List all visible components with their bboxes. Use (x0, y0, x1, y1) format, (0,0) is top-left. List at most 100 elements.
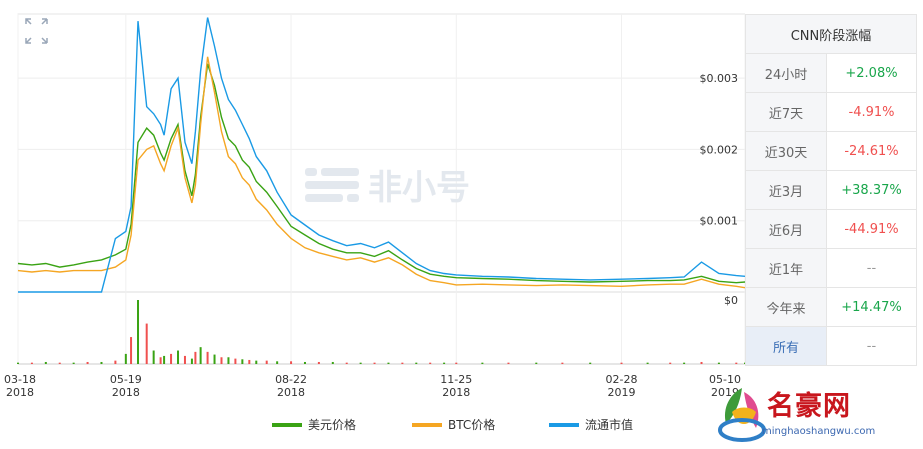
volume-bar (646, 362, 649, 364)
series-line-美元价格 (17, 63, 745, 284)
x-tick-year: 2018 (442, 386, 470, 399)
volume-bar (669, 362, 672, 364)
stats-table: CNN阶段涨幅 24小时 +2.08% 近7天 -4.91% 近30天 -24.61% 近3… (745, 14, 917, 366)
volume-bar (199, 347, 202, 364)
volume-bar (345, 362, 348, 364)
stats-row[interactable]: 所有 -- (745, 326, 917, 366)
volume-bar (100, 361, 103, 364)
volume-bar (620, 362, 623, 364)
volume-bar (443, 362, 446, 364)
volume-bar (481, 362, 484, 364)
volume-bar (86, 361, 89, 364)
stats-period-label[interactable]: 近7天 (745, 92, 827, 132)
volume-bar (58, 362, 61, 364)
volume-bar (159, 357, 162, 364)
legend-label: BTC价格 (448, 417, 495, 432)
legend-swatch (412, 423, 442, 427)
stats-period-label[interactable]: 近30天 (745, 131, 827, 171)
volume-bar (455, 362, 458, 364)
volume-bar (387, 362, 390, 364)
legend-item[interactable]: BTC价格 (412, 417, 495, 432)
volume-bar (152, 350, 155, 364)
stats-period-label[interactable]: 所有 (745, 326, 827, 366)
stats-change-value: -24.61% (826, 131, 917, 171)
x-tick-label: 03-18 (4, 373, 36, 386)
stats-period-label[interactable]: 24小时 (745, 53, 827, 93)
volume-bar (194, 351, 197, 364)
x-tick-year: 2019 (711, 386, 739, 399)
stats-row[interactable]: 近30天 -24.61% (745, 131, 917, 171)
volume-bar (700, 361, 703, 364)
volume-bar (241, 359, 244, 364)
stats-row[interactable]: 24小时 +2.08% (745, 53, 917, 93)
stats-period-label[interactable]: 今年来 (745, 287, 827, 327)
stats-change-value: -- (826, 248, 917, 288)
volume-bar (717, 362, 720, 364)
volume-bar (227, 357, 230, 364)
volume-bar (206, 351, 209, 364)
legend: 美元价格 BTC价格 流通市值 (272, 417, 633, 432)
stats-row[interactable]: 今年来 +14.47% (745, 287, 917, 327)
volume-bar (317, 361, 320, 364)
volume-bar (507, 362, 510, 364)
legend-item[interactable]: 美元价格 (272, 417, 356, 432)
brand-url: minghaoshangwu.com (762, 426, 876, 437)
volume-bar (130, 337, 133, 364)
x-tick-year: 2019 (608, 386, 636, 399)
volume-bar (589, 362, 592, 364)
legend-label: 流通市值 (585, 417, 633, 432)
volume-bar (17, 362, 19, 364)
stats-change-value: -4.91% (826, 92, 917, 132)
y-axis-ticks: $0 $0.001 $0.002 $0.003 (700, 72, 739, 307)
volume-bar (44, 361, 47, 364)
x-tick-year: 2018 (112, 386, 140, 399)
stats-change-value: +2.08% (826, 53, 917, 93)
volume-bars (17, 300, 745, 364)
volume-bar (276, 361, 279, 364)
y-tick-label: $0.001 (700, 215, 739, 228)
volume-bar (114, 360, 117, 364)
logo-icon (718, 388, 766, 442)
x-axis-ticks: 03-18201805-19201808-22201811-25201802-2… (4, 373, 741, 399)
stats-period-label[interactable]: 近3月 (745, 170, 827, 210)
x-tick-label: 11-25 (440, 373, 472, 386)
x-tick-year: 2018 (277, 386, 305, 399)
volume-bar (265, 360, 268, 364)
stats-period-label[interactable]: 近6月 (745, 209, 827, 249)
watermark-logo-icon (305, 168, 359, 202)
volume-bar (177, 350, 180, 364)
legend-item[interactable]: 流通市值 (549, 417, 633, 432)
series-layer (17, 17, 745, 293)
stats-row[interactable]: 近6月 -44.91% (745, 209, 917, 249)
stats-header: CNN阶段涨幅 (745, 14, 917, 54)
volume-bar (331, 361, 334, 364)
volume-bar (163, 355, 166, 364)
volume-bar (255, 360, 258, 364)
brand-logo: 名豪网 minghaoshangwu.com (712, 378, 923, 449)
series-line-BTC价格 (17, 56, 745, 289)
stats-change-value: +14.47% (826, 287, 917, 327)
x-tick-label: 05-10 (709, 373, 741, 386)
brand-name: 名豪网 (767, 391, 851, 422)
volume-bar (234, 358, 237, 364)
volume-bar (213, 354, 216, 364)
stats-row[interactable]: 近3月 +38.37% (745, 170, 917, 210)
volume-bar (190, 358, 193, 364)
stats-row[interactable]: 近7天 -4.91% (745, 92, 917, 132)
legend-label: 美元价格 (308, 417, 356, 432)
volume-bar (735, 362, 738, 364)
volume-bar (303, 361, 306, 364)
expand-icon[interactable] (25, 18, 48, 44)
x-tick-year: 2018 (6, 386, 34, 399)
volume-bar (248, 359, 251, 364)
volume-bar (373, 362, 376, 364)
y-tick-label: $0.002 (700, 143, 739, 156)
stats-row[interactable]: 近1年 -- (745, 248, 917, 288)
volume-bar (183, 355, 186, 364)
stats-change-value: +38.37% (826, 170, 917, 210)
volume-bar (290, 361, 293, 364)
stats-period-label[interactable]: 近1年 (745, 248, 827, 288)
volume-bar (124, 353, 127, 364)
x-tick-label: 08-22 (275, 373, 307, 386)
legend-swatch (549, 423, 579, 427)
